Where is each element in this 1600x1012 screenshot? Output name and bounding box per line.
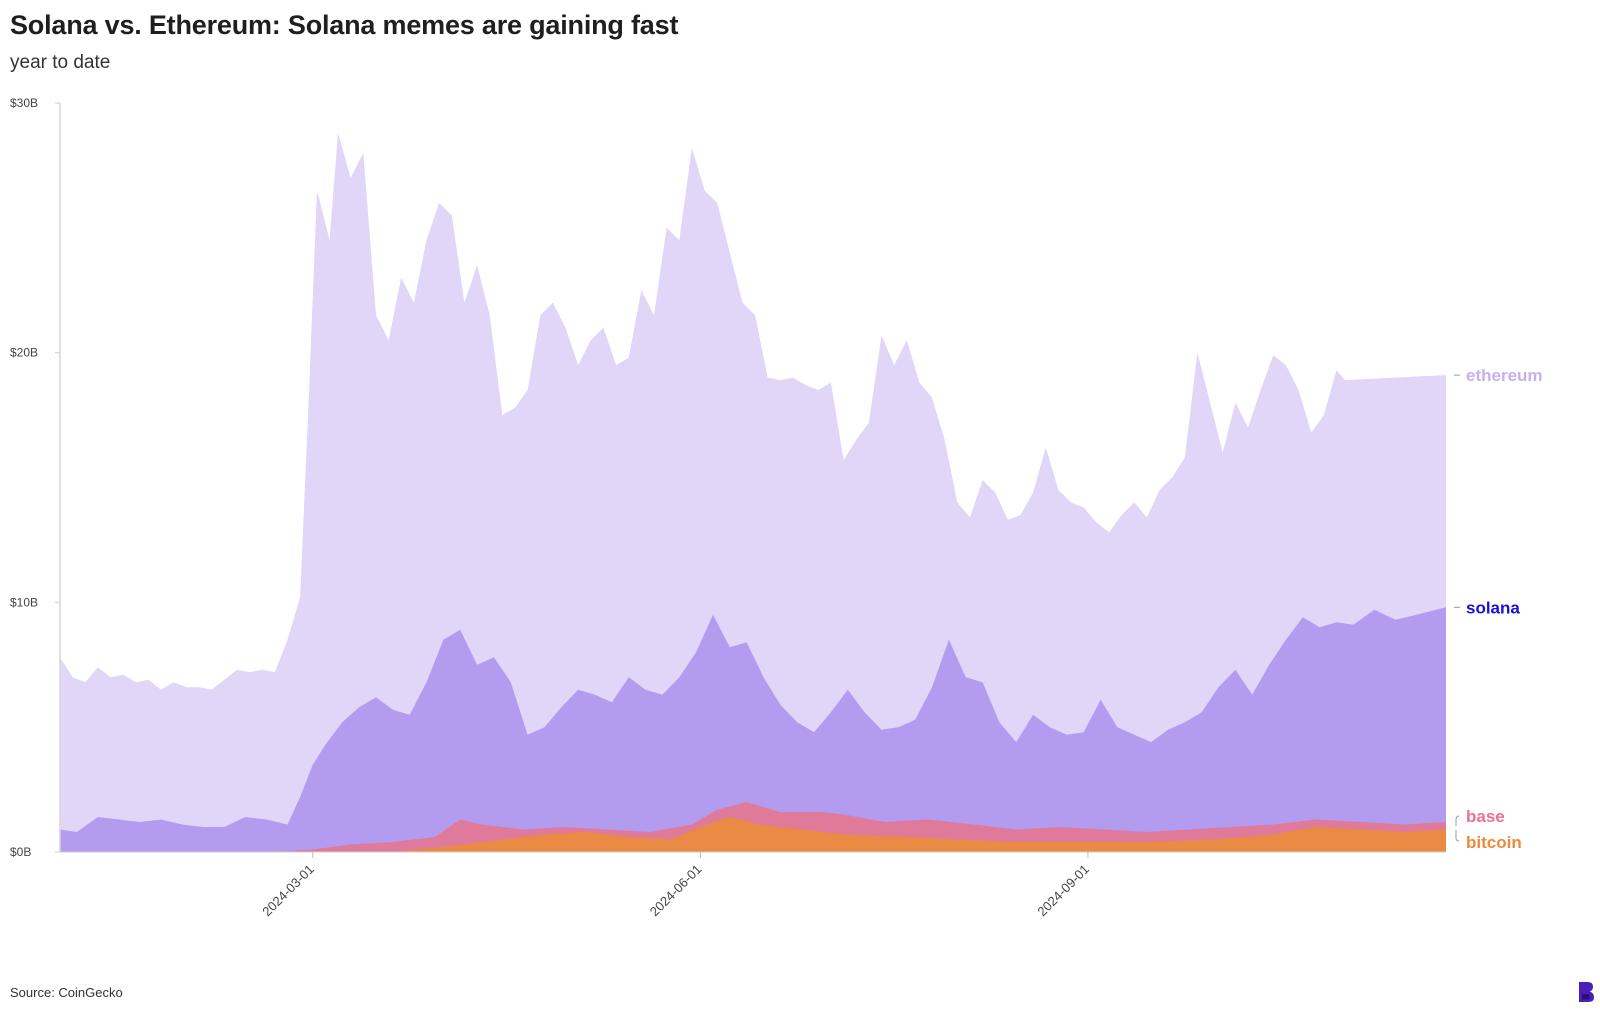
series-labels: ethereum solana base bitcoin (1454, 366, 1543, 852)
label-connector (1455, 815, 1460, 826)
area-ethereum (60, 133, 1446, 852)
y-tick-label: $20B (10, 346, 38, 360)
series-label-base: base (1466, 807, 1505, 826)
series-areas (60, 133, 1446, 852)
chart-title: Solana vs. Ethereum: Solana memes are ga… (10, 10, 679, 40)
series-label-solana: solana (1466, 598, 1520, 617)
series-label-bitcoin: bitcoin (1466, 833, 1522, 852)
y-tick-label: $10B (10, 595, 38, 609)
series-label-ethereum: ethereum (1466, 366, 1543, 385)
x-tick-label: 2024-06-01 (647, 862, 705, 920)
y-tick-label: $0B (10, 845, 31, 859)
source-note: Source: CoinGecko (10, 985, 123, 1000)
label-connector (1455, 830, 1460, 842)
x-tick-label: 2024-03-01 (259, 862, 317, 920)
x-axis: 2024-03-01 2024-06-01 2024-09-01 (60, 851, 1446, 920)
y-axis: $0B $10B $20B $30B (10, 96, 61, 859)
brand-logo-icon (1579, 982, 1594, 1002)
area-solana (60, 607, 1446, 852)
chart-subtitle: year to date (10, 52, 111, 73)
area-bitcoin (60, 817, 1446, 852)
y-tick-label: $30B (10, 96, 38, 110)
x-tick-label: 2024-09-01 (1034, 862, 1092, 920)
